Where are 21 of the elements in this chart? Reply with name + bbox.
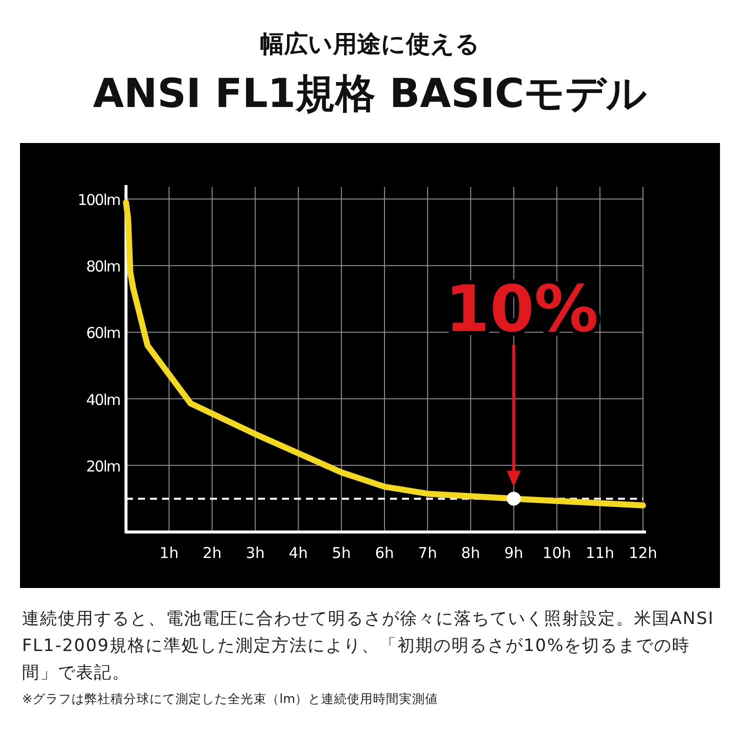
- x-tick-label: 8h: [461, 544, 480, 562]
- chart-subtitle: 幅広い用途に使える: [260, 30, 480, 58]
- text: 連続使用すると、電池電圧に合わせて明るさが徐々に落ちていく照射設定。米国ANSI FL1-2009規格に準処した測定方法により、「初期の明るさが10%を切るまでの時間」で表記。: [22, 608, 716, 685]
- x-tick-label: 5h: [332, 544, 351, 562]
- y-tick-label: 40lm: [86, 390, 120, 409]
- chart-title: ANSI FL1規格 BASICモデル: [92, 71, 648, 117]
- x-tick-label: 1h: [160, 544, 179, 562]
- y-tick-label: 100lm: [78, 191, 120, 209]
- x-tick-label: 11h: [586, 544, 614, 562]
- x-tick-label: 4h: [288, 544, 308, 562]
- y-tick-label: 80lm: [86, 258, 120, 276]
- x-tick-label: 6h: [374, 544, 394, 562]
- x-tick-label: 9h: [504, 544, 524, 562]
- y-tick-label: 60lm: [86, 324, 120, 342]
- x-tick-label: 3h: [246, 544, 265, 562]
- x-tick-label: 10h: [542, 544, 572, 562]
- x-tick-label: 12h: [628, 544, 658, 562]
- x-tick-label: 2h: [202, 544, 222, 562]
- y-tick-label: 20lm: [86, 457, 120, 476]
- text: ※グラフは弊社積分球にて測定した全光束（lm）と連続使用時間実測値: [22, 691, 440, 708]
- x-tick-label: 7h: [418, 544, 438, 562]
